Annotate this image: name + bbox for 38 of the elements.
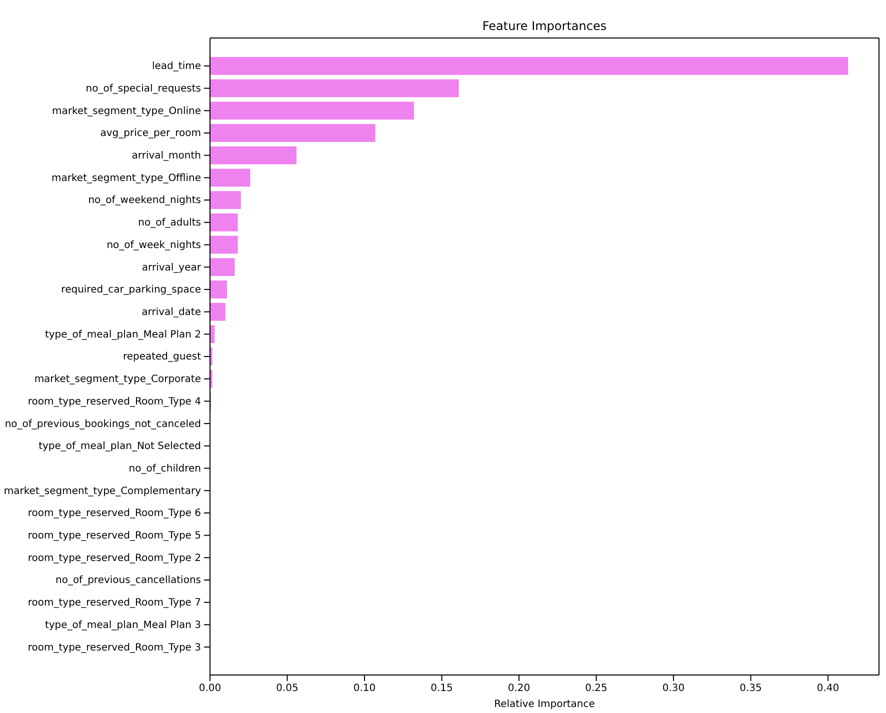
y-tick-label: lead_time <box>152 61 201 72</box>
y-tick-label: market_segment_type_Offline <box>52 172 201 184</box>
x-tick-label: 0.10 <box>353 683 376 694</box>
y-tick-label: market_segment_type_Online <box>52 106 201 117</box>
y-tick-label: room_type_reserved_Room_Type 2 <box>28 552 201 564</box>
y-tick-label: no_of_week_nights <box>106 240 201 251</box>
x-tick-label: 0.20 <box>508 683 530 694</box>
y-tick-label: no_of_adults <box>138 218 201 229</box>
y-tick-label: no_of_weekend_nights <box>88 195 201 206</box>
x-tick-label: 0.35 <box>740 683 762 694</box>
y-tick-label: avg_price_per_room <box>100 128 201 140</box>
y-tick-label: type_of_meal_plan_Meal Plan 2 <box>44 329 201 340</box>
y-tick-label: arrival_month <box>132 150 201 162</box>
y-tick-label: no_of_previous_bookings_not_canceled <box>4 418 201 430</box>
y-tick-label: arrival_year <box>142 262 202 274</box>
y-tick-label: no_of_special_requests <box>86 83 201 94</box>
y-tick-label: room_type_reserved_Room_Type 7 <box>28 598 201 609</box>
y-tick-label: room_type_reserved_Room_Type 4 <box>28 396 201 408</box>
y-tick-label: required_car_parking_space <box>61 284 201 296</box>
y-tick-label: no_of_previous_cancellations <box>55 575 201 586</box>
y-tick-label: repeated_guest <box>122 352 202 363</box>
x-tick-label: 0.15 <box>430 683 453 694</box>
y-tick-label: type_of_meal_plan_Not Selected <box>38 441 201 452</box>
x-axis-title: Relative Importance <box>494 699 595 710</box>
y-tick-label: market_segment_type_Complementary <box>4 486 202 497</box>
x-tick-label: 0.25 <box>585 683 608 694</box>
x-tick-label: 0.00 <box>198 683 222 694</box>
chart-title: Feature Importances <box>482 19 607 33</box>
y-tick-label: room_type_reserved_Room_Type 5 <box>28 530 201 542</box>
x-tick-label: 0.05 <box>276 683 298 694</box>
y-tick-label: room_type_reserved_Room_Type 6 <box>28 508 201 520</box>
y-tick-label: room_type_reserved_Room_Type 3 <box>28 642 201 654</box>
y-tick-label: market_segment_type_Corporate <box>34 374 201 386</box>
x-tick-label: 0.40 <box>816 683 840 694</box>
y-tick-label: arrival_date <box>142 307 201 318</box>
y-tick-label: type_of_meal_plan_Meal Plan 3 <box>44 620 201 631</box>
x-tick-label: 0.30 <box>662 683 685 694</box>
y-tick-label: no_of_children <box>128 463 201 474</box>
